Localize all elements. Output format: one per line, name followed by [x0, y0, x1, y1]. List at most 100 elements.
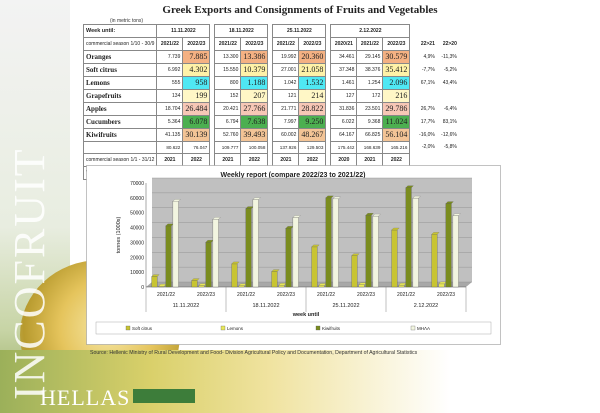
legend-label: Soft citrus [132, 326, 153, 331]
product-name: Soft citrus [82, 63, 158, 77]
value-cell: 34.461 [330, 50, 358, 64]
exports-table: Week until: 11.11.2022 18.11.2022 25.11.202… [82, 24, 459, 180]
value-cell: 5.364 [156, 115, 184, 129]
background-footer [0, 350, 600, 413]
y-tick-label: 30000 [130, 240, 144, 246]
bar [372, 215, 379, 288]
value-cell: 23.501 [356, 102, 384, 116]
bar-top [431, 232, 440, 235]
pct-change: -11,3% [441, 54, 457, 60]
group-label: 18.11.2022 [252, 303, 279, 309]
bar [412, 197, 419, 288]
bar [278, 285, 285, 288]
value-cell: 37.348 [330, 63, 358, 77]
bar-top [212, 217, 221, 220]
total-pct: -5,8% [443, 144, 457, 150]
value-cell: 31.836 [330, 102, 358, 116]
total-cell: 175.442 [330, 141, 358, 154]
product-name: Oranges [82, 50, 158, 64]
bar [332, 198, 339, 288]
value-cell: 6.078 [182, 115, 211, 129]
pct-change: 4,9% [423, 54, 435, 60]
product-name: Kiwifruits [82, 128, 158, 142]
bar [191, 280, 198, 288]
value-cell: 7.997 [272, 115, 300, 129]
y-tick-label: 50000 [130, 211, 144, 217]
value-cell: 152 [214, 89, 242, 103]
bar [165, 225, 172, 288]
season-year: 2021/22 [356, 37, 384, 51]
legend-swatch [410, 325, 416, 331]
legend-swatch [220, 325, 226, 331]
bar [212, 219, 219, 288]
bar [318, 285, 325, 288]
bar-top [172, 199, 181, 202]
week-date: 11.11.2022 [156, 24, 211, 38]
bar-top [151, 274, 160, 277]
value-cell: 121 [272, 89, 300, 103]
bar-top [252, 197, 261, 200]
season-label: commercial season 1/10 - 30/9 [82, 37, 158, 51]
y-tick-label: 20000 [130, 255, 144, 261]
total-cell: 137.926 [272, 141, 300, 154]
bar [445, 203, 452, 288]
value-cell: 21.058 [298, 63, 327, 77]
value-cell: 27.766 [240, 102, 269, 116]
total-cell: 76.047 [182, 141, 211, 154]
value-cell: 1.254 [356, 76, 384, 90]
bar [358, 284, 365, 288]
product-name: Grapefruits [82, 89, 158, 103]
week-label: Week until: [82, 24, 158, 38]
pct-change [437, 90, 459, 103]
value-cell: 4.302 [182, 63, 211, 77]
bar-top [351, 253, 360, 256]
pct-change: -6,4% [443, 106, 457, 112]
total-cell: 165.216 [382, 141, 411, 154]
group-label: 2.12.2022 [414, 303, 438, 309]
pct-change [415, 90, 437, 103]
value-cell: 64.167 [330, 128, 358, 142]
x-tick-label: 2021/22 [157, 292, 175, 298]
value-cell: 7.885 [182, 50, 211, 64]
legend-label: Lemons [227, 326, 244, 331]
y-tick-label: 10000 [130, 270, 144, 276]
pct-change: 43,4% [442, 80, 457, 86]
legend-swatch [315, 325, 321, 331]
bar [158, 286, 165, 288]
value-cell: 48.267 [298, 128, 327, 142]
y-axis-label: tonnes (1000s) [116, 216, 122, 253]
legend-label: Kiwifruits [322, 326, 341, 331]
value-cell: 19.992 [272, 50, 300, 64]
bar-top [191, 278, 200, 281]
pct-change: -5,2% [443, 67, 457, 73]
value-cell: 20.421 [214, 102, 242, 116]
product-name: Cucumbers [82, 115, 158, 129]
x-tick-label: 2022/23 [197, 292, 215, 298]
legend-box [95, 321, 492, 335]
weekly-chart: Weekly report (compare 2022/23 to 2021/2… [86, 165, 501, 345]
bar [398, 284, 405, 288]
spacer [82, 141, 158, 154]
bar-top [325, 195, 334, 198]
bar [285, 228, 292, 288]
pct-change: -7,7% [421, 67, 435, 73]
value-cell: 6.794 [214, 115, 242, 129]
value-cell: 21.771 [272, 102, 300, 116]
y-tick-label: 0 [141, 285, 144, 291]
pct-change: 67,1% [420, 80, 435, 86]
bar [172, 201, 179, 288]
bar-top [391, 227, 400, 231]
value-cell: 28.822 [298, 102, 327, 116]
value-cell: 41.135 [156, 128, 184, 142]
bar-top [365, 213, 374, 216]
value-cell: 555 [156, 76, 184, 90]
incofruit-watermark: INCOFRUIT [5, 147, 54, 400]
product-name: Lemons [82, 76, 158, 90]
product-name: Apples [82, 102, 158, 116]
logo-badge [133, 389, 195, 403]
total-cell: 109.777 [214, 141, 242, 154]
season-year: 2021/22 [156, 37, 184, 51]
week-date: 25.11.2022 [272, 24, 327, 38]
bar [238, 285, 245, 288]
value-cell: 13.386 [240, 50, 269, 64]
